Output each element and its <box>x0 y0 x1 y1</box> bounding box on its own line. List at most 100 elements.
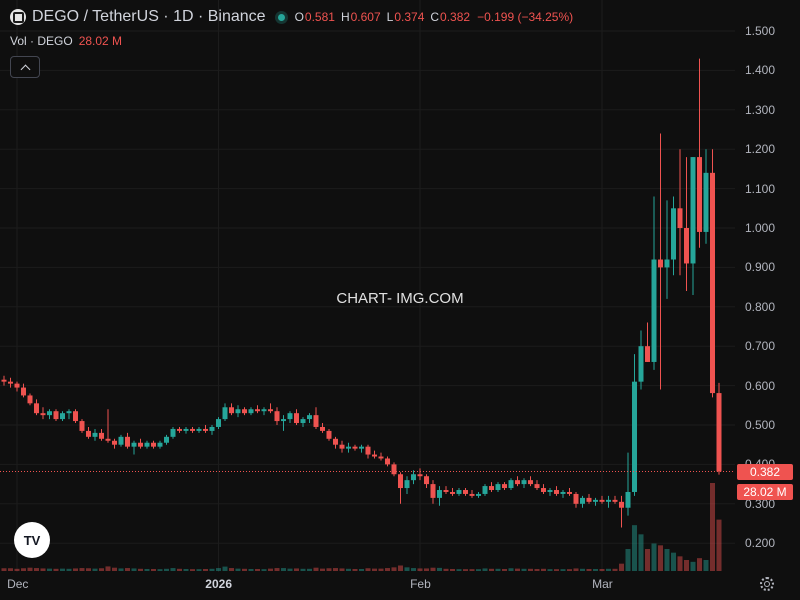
last-price-tag: 0.382 <box>737 464 793 480</box>
candle <box>79 419 85 433</box>
candle-body <box>404 480 410 489</box>
volume-bar <box>73 568 78 571</box>
candle-body <box>430 484 436 498</box>
volume-bar <box>612 568 618 571</box>
candle-body <box>66 411 72 414</box>
candle <box>281 415 286 431</box>
candle <box>456 488 462 496</box>
volume-bar <box>398 565 403 571</box>
candle-body <box>521 480 527 485</box>
candle <box>385 456 390 467</box>
candle-body <box>541 488 546 492</box>
candle-body <box>372 454 377 457</box>
candle <box>502 482 507 491</box>
volume-bar <box>177 568 182 571</box>
candle <box>404 476 410 494</box>
candle <box>391 462 397 477</box>
price-axis-label: 1.400 <box>745 63 776 78</box>
candle-body <box>294 413 299 424</box>
candle <box>443 486 449 494</box>
candle-body <box>235 409 241 414</box>
time-axis-label: 2026 <box>205 577 232 591</box>
time-axis-label: Mar <box>592 577 613 591</box>
candle-body <box>164 436 169 443</box>
candle <box>112 438 117 449</box>
volume-bar <box>86 568 91 571</box>
chart-grid <box>0 0 735 572</box>
candle-body <box>593 499 598 502</box>
candle-body <box>313 415 319 427</box>
candle-body <box>638 346 644 382</box>
candle-body <box>528 480 533 485</box>
candle <box>593 497 598 506</box>
candle-body <box>255 409 260 412</box>
settings-gear-icon[interactable] <box>760 577 774 591</box>
candle <box>632 354 637 496</box>
candle-body <box>463 490 468 494</box>
candle-body <box>352 446 358 449</box>
candle <box>313 407 319 429</box>
candle <box>60 411 65 422</box>
candle <box>138 438 143 449</box>
price-axis-label: 0.500 <box>745 418 776 432</box>
volume-bar <box>632 525 637 571</box>
volume-bar <box>118 568 124 571</box>
candle <box>619 495 624 528</box>
candle <box>716 382 722 475</box>
candle <box>651 196 657 370</box>
candle-body <box>222 407 228 420</box>
volume-bar <box>560 569 566 571</box>
candle <box>73 409 78 424</box>
candle-body <box>391 464 397 475</box>
candle-body <box>320 426 325 431</box>
volume-bar <box>359 568 364 571</box>
candle-body <box>307 415 312 420</box>
candle-body <box>287 413 293 420</box>
candle <box>684 157 689 292</box>
candle-body <box>437 490 442 498</box>
candle-body <box>209 426 215 431</box>
volume-bar <box>430 567 436 571</box>
volume-bar <box>411 568 416 571</box>
candle-body <box>261 409 267 412</box>
candle <box>105 409 111 443</box>
volume-legend[interactable]: Vol · DEGO 28.02 M <box>10 34 122 48</box>
candle <box>671 196 676 276</box>
symbol-title[interactable]: DEGO / TetherUS · 1D · Binance <box>32 8 266 25</box>
volume-bar <box>625 549 631 571</box>
candle-body <box>489 486 494 491</box>
volume-bar <box>521 568 527 571</box>
volume-bar <box>593 568 598 571</box>
candle <box>359 444 364 453</box>
candle <box>34 399 39 416</box>
tradingview-logo-icon[interactable]: TV <box>14 522 50 558</box>
volume-bar <box>222 566 228 571</box>
ohlc-open: O0.581 <box>294 10 335 24</box>
candle-body <box>515 480 520 485</box>
ohlc-high: H0.607 <box>340 10 381 24</box>
candle-body <box>359 446 364 449</box>
volume-bar <box>476 569 481 571</box>
volume-bar <box>92 568 98 571</box>
candle-body <box>60 413 65 420</box>
candle <box>599 495 605 504</box>
candle-body <box>53 411 59 420</box>
candle-body <box>398 474 403 489</box>
volume-bar <box>378 568 384 571</box>
volume-bar <box>164 568 169 571</box>
candle <box>645 322 650 362</box>
volume-bar <box>716 519 722 571</box>
candle-body <box>690 157 696 264</box>
candle <box>489 482 494 492</box>
candle-body <box>599 499 605 502</box>
candle-body <box>476 493 481 496</box>
candle-body <box>170 428 176 437</box>
candle <box>170 426 176 439</box>
candle <box>333 436 338 449</box>
candle <box>612 495 618 504</box>
candle-body <box>664 259 670 268</box>
collapse-legend-button[interactable] <box>10 56 40 78</box>
candle <box>222 403 228 422</box>
price-axis-label: 0.700 <box>745 339 776 354</box>
